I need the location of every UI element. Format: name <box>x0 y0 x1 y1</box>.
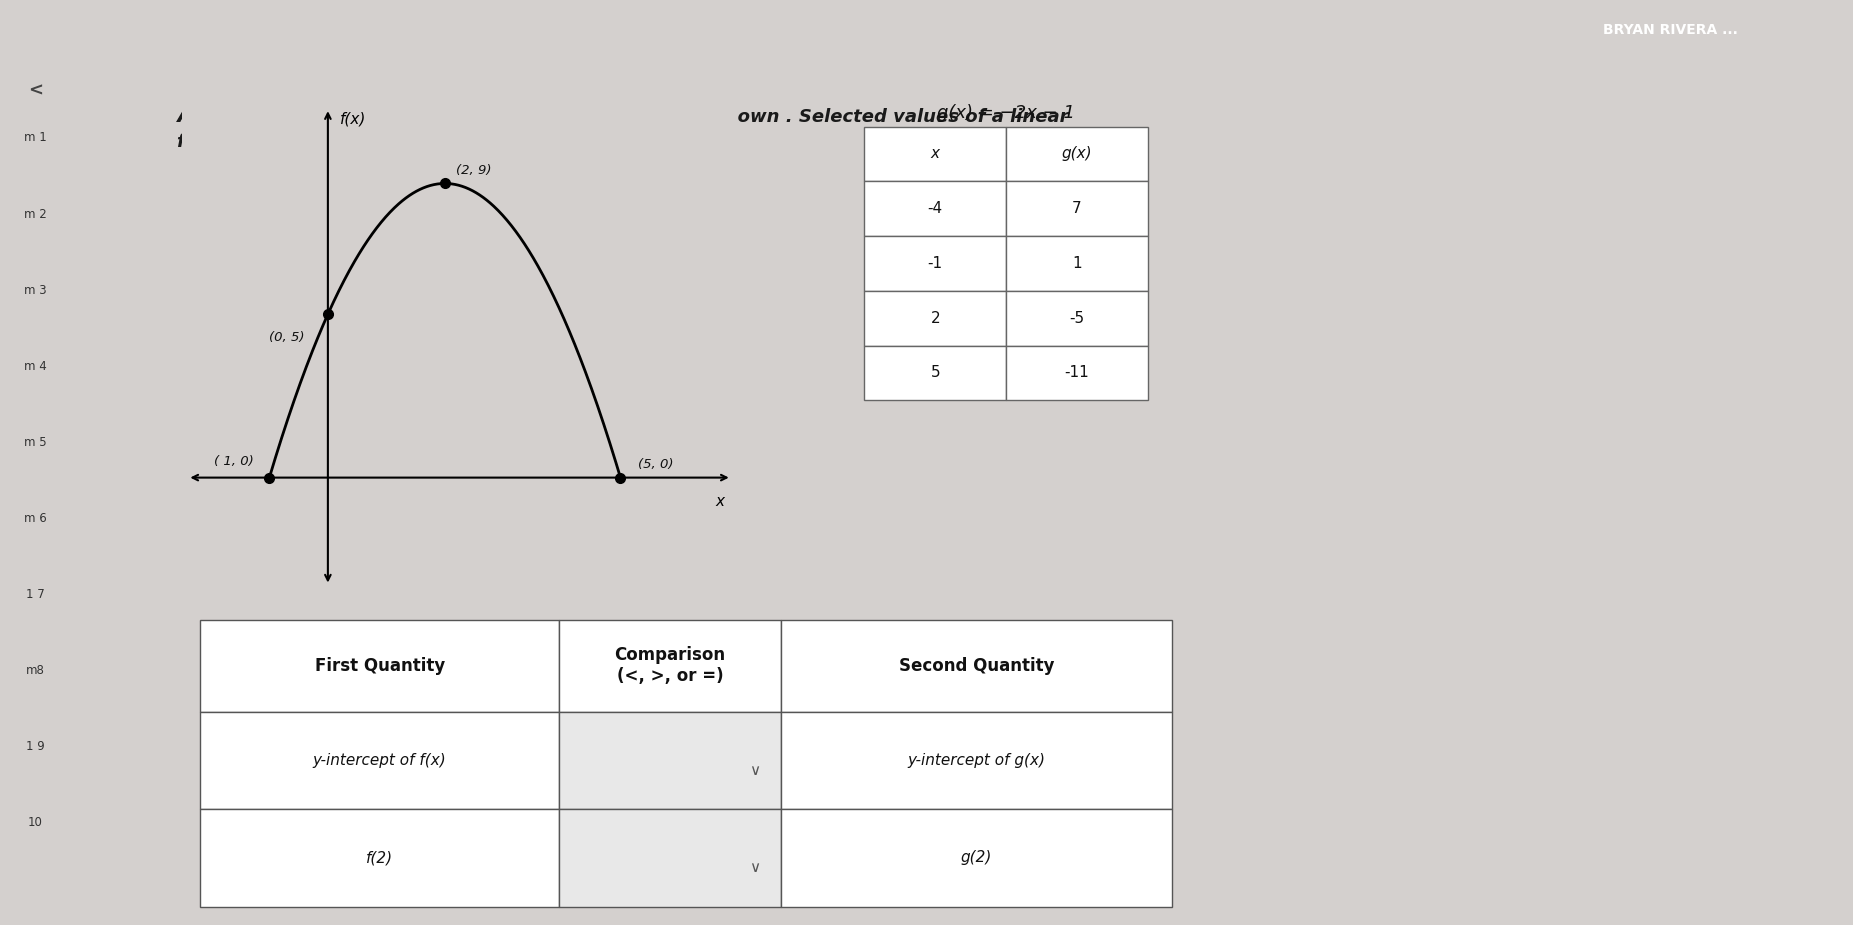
Text: y-intercept of f(x): y-intercept of f(x) <box>313 753 447 768</box>
Text: <: < <box>28 81 43 99</box>
Bar <box>560 711 782 809</box>
Text: g(x) = −2x − 1: g(x) = −2x − 1 <box>938 104 1075 121</box>
Bar <box>782 620 1171 711</box>
Text: ∨: ∨ <box>749 860 760 875</box>
Text: f(x): f(x) <box>339 112 365 127</box>
Bar <box>863 127 1006 181</box>
Text: x: x <box>930 146 939 162</box>
Bar <box>863 290 1006 346</box>
Text: m 3: m 3 <box>24 284 46 297</box>
Text: g(x): g(x) <box>1062 146 1093 162</box>
Text: BRYAN RIVERA ...: BRYAN RIVERA ... <box>1603 23 1738 37</box>
Text: 1 9: 1 9 <box>26 740 44 753</box>
Bar <box>782 711 1171 809</box>
Bar <box>200 809 560 906</box>
Text: A portion of the graph of a quadratic function f(x) is shown . Selected values o: A portion of the graph of a quadratic fu… <box>178 107 1069 151</box>
Text: x: x <box>715 494 725 509</box>
Text: 7: 7 <box>1073 201 1082 216</box>
Bar <box>200 620 560 711</box>
Bar <box>560 809 782 906</box>
Text: f(2): f(2) <box>367 850 393 865</box>
Bar <box>200 711 560 809</box>
Text: -5: -5 <box>1069 311 1084 326</box>
Text: (0, 5): (0, 5) <box>269 330 304 343</box>
Bar <box>863 236 1006 290</box>
Bar <box>863 181 1006 236</box>
Text: m 2: m 2 <box>24 207 46 220</box>
Text: y-intercept of g(x): y-intercept of g(x) <box>908 753 1045 768</box>
Text: m8: m8 <box>26 664 44 677</box>
Text: Second Quantity: Second Quantity <box>899 657 1054 674</box>
Text: (2, 9): (2, 9) <box>456 164 491 177</box>
Bar <box>1006 346 1149 401</box>
Text: m 6: m 6 <box>24 512 46 525</box>
Text: m 5: m 5 <box>24 436 46 449</box>
Text: g(2): g(2) <box>960 850 991 865</box>
Text: ∨: ∨ <box>749 762 760 778</box>
Text: 10: 10 <box>28 817 43 830</box>
Text: Comparison
(<, >, or =): Comparison (<, >, or =) <box>615 647 726 685</box>
Text: 5: 5 <box>930 365 939 380</box>
Text: m 1: m 1 <box>24 131 46 144</box>
Text: ( 1, 0): ( 1, 0) <box>215 455 254 468</box>
Text: (5, 0): (5, 0) <box>637 458 673 471</box>
Bar <box>782 809 1171 906</box>
Bar <box>1006 127 1149 181</box>
Text: -11: -11 <box>1065 365 1090 380</box>
Bar <box>1006 181 1149 236</box>
Text: m 4: m 4 <box>24 360 46 373</box>
Bar <box>1006 236 1149 290</box>
Text: 1 7: 1 7 <box>26 588 44 601</box>
Text: 2: 2 <box>930 311 939 326</box>
Bar <box>1006 290 1149 346</box>
Text: First Quantity: First Quantity <box>315 657 445 674</box>
Text: 1: 1 <box>1073 256 1082 271</box>
Bar <box>863 346 1006 401</box>
Text: A portion of the graph of a quadratic function: A portion of the graph of a quadratic fu… <box>178 107 593 126</box>
Text: -4: -4 <box>928 201 943 216</box>
Bar <box>560 620 782 711</box>
Text: -1: -1 <box>928 256 943 271</box>
